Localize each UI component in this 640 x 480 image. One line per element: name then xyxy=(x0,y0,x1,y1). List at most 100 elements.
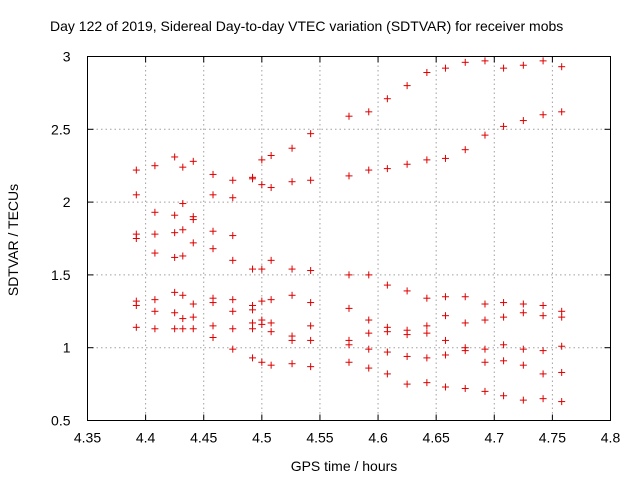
data-point xyxy=(258,181,266,189)
data-points xyxy=(132,57,566,406)
data-point xyxy=(249,265,257,273)
data-point xyxy=(365,108,373,116)
data-point xyxy=(519,117,527,125)
data-point xyxy=(307,130,315,138)
x-tick-label: 4.8 xyxy=(601,430,621,446)
data-point xyxy=(423,329,431,337)
data-point xyxy=(383,348,391,356)
data-point xyxy=(132,301,140,309)
data-point xyxy=(229,176,237,184)
x-tick-label: 4.7 xyxy=(485,430,505,446)
data-point xyxy=(441,336,449,344)
data-point xyxy=(151,307,159,315)
data-point xyxy=(519,61,527,69)
data-point xyxy=(345,172,353,180)
data-point xyxy=(151,230,159,238)
data-point xyxy=(441,64,449,72)
data-point xyxy=(209,334,217,342)
x-tick-label: 4.55 xyxy=(306,430,333,446)
data-point xyxy=(258,297,266,305)
data-point xyxy=(288,144,296,152)
data-point xyxy=(383,95,391,103)
data-point xyxy=(481,57,489,65)
data-point xyxy=(441,154,449,162)
data-point xyxy=(383,328,391,336)
data-point xyxy=(179,325,187,333)
data-point xyxy=(132,235,140,242)
data-point xyxy=(519,361,527,369)
data-point xyxy=(229,307,237,315)
data-point xyxy=(558,398,566,406)
data-point xyxy=(558,313,566,321)
data-point xyxy=(519,345,527,353)
y-tick-label: 1 xyxy=(63,340,71,356)
data-point xyxy=(500,299,508,307)
data-point xyxy=(365,166,373,174)
data-point xyxy=(500,122,508,130)
data-point xyxy=(383,370,391,378)
data-point xyxy=(209,227,217,235)
data-point xyxy=(229,325,237,333)
data-point xyxy=(249,175,257,183)
data-point xyxy=(209,245,217,253)
data-point xyxy=(423,69,431,77)
data-point xyxy=(267,328,275,336)
data-point xyxy=(558,368,566,376)
data-point xyxy=(365,345,373,353)
data-point xyxy=(403,380,411,388)
x-tick-label: 4.65 xyxy=(423,430,450,446)
data-point xyxy=(423,156,431,164)
data-point xyxy=(179,291,187,299)
data-point xyxy=(481,131,489,139)
data-point xyxy=(151,162,159,170)
data-point xyxy=(171,253,179,261)
data-point xyxy=(500,392,508,400)
x-tick-labels: 4.35 4.4 4.45 4.5 4.55 4.6 4.65 4.7 4.75 4.8 xyxy=(74,430,621,446)
data-point xyxy=(229,194,237,202)
data-point xyxy=(151,296,159,304)
data-point xyxy=(249,306,257,314)
data-point xyxy=(179,226,187,234)
data-point xyxy=(539,395,547,403)
data-point xyxy=(423,294,431,302)
data-point xyxy=(189,157,197,165)
y-tick-label: 0.5 xyxy=(51,413,71,429)
data-point xyxy=(481,358,489,366)
x-axis-label: GPS time / hours xyxy=(291,458,398,474)
data-point xyxy=(500,64,508,72)
y-tick-labels: 0.5 1 1.5 2 2.5 3 xyxy=(51,49,71,429)
data-point xyxy=(403,82,411,90)
data-point xyxy=(461,293,469,301)
data-point xyxy=(171,309,179,317)
data-point xyxy=(171,211,179,219)
data-point xyxy=(267,152,275,160)
data-point xyxy=(345,358,353,366)
data-point xyxy=(209,191,217,199)
data-point xyxy=(229,232,237,240)
data-point xyxy=(307,336,315,344)
data-point xyxy=(558,63,566,71)
data-point xyxy=(500,341,508,349)
data-point xyxy=(189,313,197,321)
data-point xyxy=(423,354,431,362)
data-point xyxy=(209,322,217,330)
data-point xyxy=(500,357,508,365)
data-point xyxy=(365,329,373,337)
data-point xyxy=(179,200,187,208)
data-point xyxy=(519,300,527,308)
data-point xyxy=(558,108,566,116)
y-axis-label: SDTVAR / TECUs xyxy=(5,184,21,296)
data-point xyxy=(258,156,266,164)
data-point xyxy=(461,146,469,154)
data-point xyxy=(132,323,140,331)
data-point xyxy=(345,112,353,120)
y-tick-label: 2.5 xyxy=(51,121,71,137)
data-point xyxy=(209,299,217,307)
data-point xyxy=(229,296,237,304)
data-point xyxy=(307,363,315,371)
data-point xyxy=(288,360,296,368)
data-point xyxy=(249,325,257,333)
data-point xyxy=(558,342,566,350)
data-point xyxy=(288,178,296,186)
data-point xyxy=(403,287,411,295)
